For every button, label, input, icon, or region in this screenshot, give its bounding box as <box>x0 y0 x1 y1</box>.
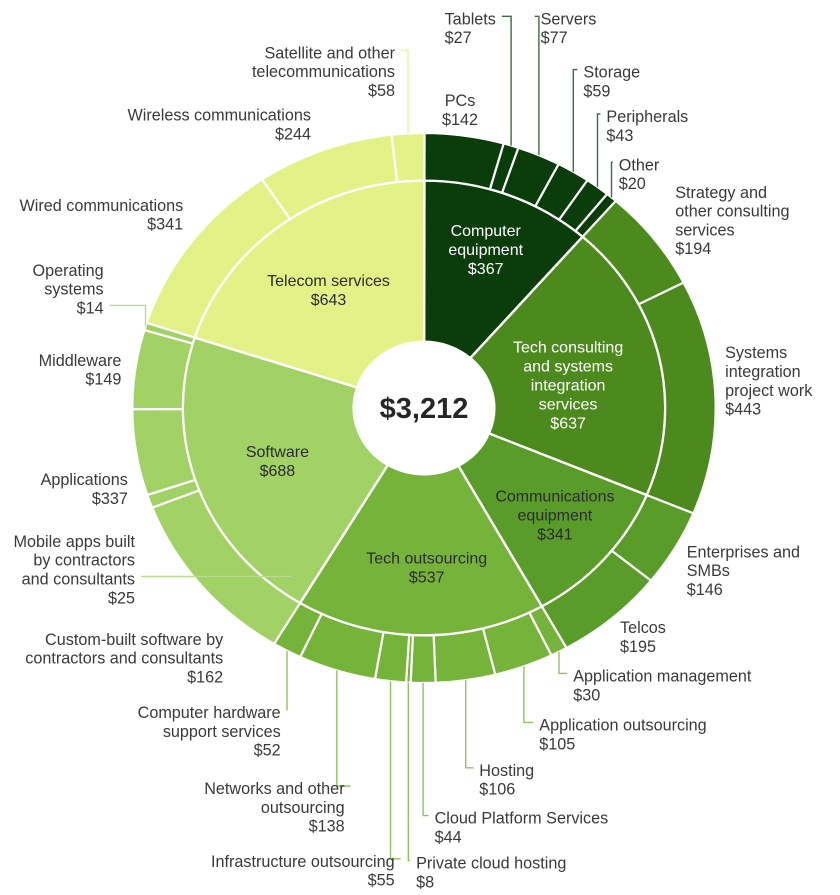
svg-text:Middleware: Middleware <box>39 352 122 370</box>
svg-text:Servers: Servers <box>541 10 597 28</box>
svg-text:outsourcing: outsourcing <box>261 799 345 817</box>
svg-text:Strategy and: Strategy and <box>675 184 767 202</box>
svg-text:$341: $341 <box>147 216 183 234</box>
svg-text:$138: $138 <box>309 818 345 836</box>
svg-text:Telcos: Telcos <box>620 619 666 637</box>
svg-text:Application outsourcing: Application outsourcing <box>539 717 706 735</box>
svg-text:$52: $52 <box>254 742 281 760</box>
svg-text:Enterprises and: Enterprises and <box>687 543 800 561</box>
svg-text:and systems: and systems <box>523 359 613 376</box>
svg-text:by contractors: by contractors <box>33 552 135 570</box>
svg-text:PCs: PCs <box>445 92 476 110</box>
svg-text:Tech outsourcing: Tech outsourcing <box>366 551 487 568</box>
svg-text:contractors and consultants: contractors and consultants <box>25 650 223 668</box>
svg-text:services: services <box>675 221 734 239</box>
svg-text:$14: $14 <box>77 300 104 318</box>
svg-text:Satellite and other: Satellite and other <box>265 44 396 62</box>
svg-text:$20: $20 <box>619 175 646 193</box>
svg-text:$105: $105 <box>539 735 575 753</box>
svg-text:Software: Software <box>246 444 309 461</box>
svg-text:integration: integration <box>725 363 801 381</box>
svg-text:Applications: Applications <box>41 471 128 489</box>
svg-text:$43: $43 <box>606 127 633 145</box>
svg-text:$337: $337 <box>92 490 128 508</box>
svg-text:$30: $30 <box>573 686 600 704</box>
svg-text:Infrastructure outsourcing: Infrastructure outsourcing <box>211 853 395 871</box>
svg-text:$195: $195 <box>620 638 656 656</box>
svg-text:Hosting: Hosting <box>479 762 534 780</box>
svg-text:Computer: Computer <box>451 223 522 240</box>
svg-text:$58: $58 <box>368 82 395 100</box>
svg-text:$688: $688 <box>260 463 296 480</box>
svg-text:$341: $341 <box>537 527 573 544</box>
svg-text:other consulting: other consulting <box>675 203 789 221</box>
svg-text:$149: $149 <box>85 371 121 389</box>
svg-text:support services: support services <box>163 723 281 741</box>
svg-text:$25: $25 <box>108 589 135 607</box>
svg-text:Application management: Application management <box>573 668 752 686</box>
svg-text:systems: systems <box>44 281 103 299</box>
svg-text:$77: $77 <box>541 29 568 47</box>
svg-text:$194: $194 <box>675 240 711 258</box>
svg-text:SMBs: SMBs <box>687 562 730 580</box>
svg-text:$8: $8 <box>416 874 434 892</box>
svg-text:Systems: Systems <box>725 344 787 362</box>
svg-text:$643: $643 <box>311 292 347 309</box>
svg-text:$443: $443 <box>725 401 761 419</box>
svg-text:$27: $27 <box>445 29 472 47</box>
svg-text:$367: $367 <box>468 261 504 278</box>
svg-text:integration: integration <box>531 378 606 395</box>
svg-text:$59: $59 <box>583 83 610 101</box>
svg-text:$162: $162 <box>187 668 223 686</box>
svg-text:$637: $637 <box>550 416 586 433</box>
svg-text:Tech consulting: Tech consulting <box>513 340 623 357</box>
svg-text:$244: $244 <box>275 125 311 143</box>
svg-text:Cloud Platform Services: Cloud Platform Services <box>435 810 609 828</box>
svg-text:Wireless communications: Wireless communications <box>127 107 311 125</box>
svg-text:Networks and other: Networks and other <box>204 780 345 798</box>
svg-text:Operating: Operating <box>33 262 104 280</box>
svg-text:services: services <box>539 397 598 414</box>
svg-text:telecommunications: telecommunications <box>252 63 395 81</box>
svg-text:Computer hardware: Computer hardware <box>138 704 281 722</box>
svg-text:Other: Other <box>619 156 660 174</box>
svg-text:$106: $106 <box>479 781 515 799</box>
svg-text:Wired communications: Wired communications <box>19 197 183 215</box>
svg-text:$3,212: $3,212 <box>380 393 469 425</box>
svg-text:$44: $44 <box>435 829 462 847</box>
svg-text:Private cloud hosting: Private cloud hosting <box>416 855 566 873</box>
svg-text:Peripherals: Peripherals <box>606 108 688 126</box>
svg-text:equipment: equipment <box>518 508 593 525</box>
svg-text:$537: $537 <box>409 570 445 587</box>
svg-text:Communications: Communications <box>495 489 614 506</box>
svg-text:$55: $55 <box>368 872 395 890</box>
svg-text:Tablets: Tablets <box>445 10 496 28</box>
svg-text:$142: $142 <box>442 111 478 129</box>
svg-text:Custom-built software by: Custom-built software by <box>45 631 224 649</box>
svg-text:equipment: equipment <box>448 242 523 259</box>
svg-text:Telecom services: Telecom services <box>267 273 390 290</box>
svg-text:Mobile apps built: Mobile apps built <box>14 533 136 551</box>
svg-text:and consultants: and consultants <box>22 571 135 589</box>
svg-text:Storage: Storage <box>583 64 640 82</box>
svg-text:$146: $146 <box>687 581 723 599</box>
svg-text:project work: project work <box>725 382 813 400</box>
